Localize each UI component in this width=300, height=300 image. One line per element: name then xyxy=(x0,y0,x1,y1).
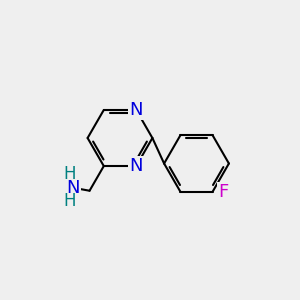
Text: F: F xyxy=(218,183,228,201)
Text: H: H xyxy=(64,165,76,183)
Text: H: H xyxy=(64,192,76,210)
Text: N: N xyxy=(66,179,80,197)
Text: N: N xyxy=(130,101,143,119)
Text: N: N xyxy=(130,157,143,175)
